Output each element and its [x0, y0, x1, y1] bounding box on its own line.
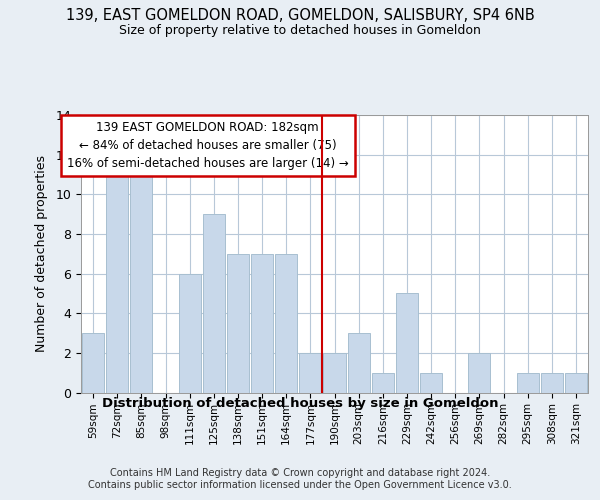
- Bar: [299, 353, 322, 393]
- Bar: [179, 274, 201, 392]
- Bar: [130, 154, 152, 392]
- Bar: [468, 353, 490, 393]
- Bar: [541, 372, 563, 392]
- Bar: [251, 254, 273, 392]
- Bar: [347, 333, 370, 392]
- Bar: [275, 254, 298, 392]
- Bar: [106, 174, 128, 392]
- Bar: [565, 372, 587, 392]
- Bar: [82, 333, 104, 392]
- Text: Contains HM Land Registry data © Crown copyright and database right 2024.
Contai: Contains HM Land Registry data © Crown c…: [88, 468, 512, 490]
- Bar: [420, 372, 442, 392]
- Y-axis label: Number of detached properties: Number of detached properties: [35, 155, 49, 352]
- Text: Size of property relative to detached houses in Gomeldon: Size of property relative to detached ho…: [119, 24, 481, 37]
- Bar: [517, 372, 539, 392]
- Bar: [227, 254, 249, 392]
- Text: 139 EAST GOMELDON ROAD: 182sqm
← 84% of detached houses are smaller (75)
16% of : 139 EAST GOMELDON ROAD: 182sqm ← 84% of …: [67, 121, 349, 170]
- Bar: [203, 214, 225, 392]
- Bar: [323, 353, 346, 393]
- Text: 139, EAST GOMELDON ROAD, GOMELDON, SALISBURY, SP4 6NB: 139, EAST GOMELDON ROAD, GOMELDON, SALIS…: [65, 8, 535, 22]
- Bar: [396, 294, 418, 392]
- Text: Distribution of detached houses by size in Gomeldon: Distribution of detached houses by size …: [102, 398, 498, 410]
- Bar: [371, 372, 394, 392]
